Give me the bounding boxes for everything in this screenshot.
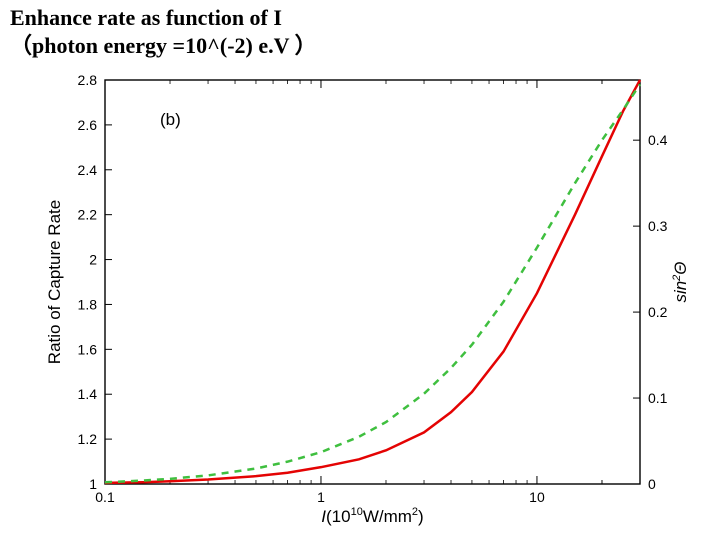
y-left-tick-label: 1 xyxy=(89,476,97,492)
y-left-tick-label: 1.8 xyxy=(78,296,98,312)
y-left-tick-label: 2.2 xyxy=(78,207,98,223)
y-right-axis-label: sin2Θ xyxy=(671,261,690,302)
y-left-tick-label: 2.4 xyxy=(78,162,98,178)
panel-label: (b) xyxy=(160,110,181,129)
y-left-tick-label: 2 xyxy=(89,252,97,268)
chart-container: 0.111011.21.41.61.822.22.42.62.800.10.20… xyxy=(40,70,700,530)
chart-svg: 0.111011.21.41.61.822.22.42.62.800.10.20… xyxy=(40,70,700,530)
y-left-tick-label: 2.8 xyxy=(78,72,98,88)
x-tick-label: 0.1 xyxy=(95,489,115,505)
plot-box xyxy=(105,80,640,484)
y-left-tick-label: 2.6 xyxy=(78,117,98,133)
x-tick-label: 1 xyxy=(317,489,325,505)
series-sin2theta xyxy=(105,84,640,482)
y-right-tick-label: 0.1 xyxy=(648,390,668,406)
y-right-tick-label: 0 xyxy=(648,476,656,492)
title-block: Enhance rate as function of I （photon en… xyxy=(10,4,317,59)
page: Enhance rate as function of I （photon en… xyxy=(0,0,720,540)
title-line2: （photon energy =10^(-2) e.V ） xyxy=(10,32,317,60)
title-line1: Enhance rate as function of I xyxy=(10,4,317,32)
y-right-tick-label: 0.2 xyxy=(648,304,668,320)
y-left-tick-label: 1.2 xyxy=(78,431,98,447)
y-left-tick-label: 1.4 xyxy=(78,386,98,402)
y-left-axis-label: Ratio of Capture Rate xyxy=(45,200,64,364)
series-ratio_capture_rate xyxy=(105,80,640,483)
x-tick-label: 10 xyxy=(529,489,545,505)
y-right-tick-label: 0.3 xyxy=(648,218,668,234)
y-left-tick-label: 1.6 xyxy=(78,341,98,357)
x-axis-label: I(1010W/mm2) xyxy=(321,506,423,526)
y-right-tick-label: 0.4 xyxy=(648,132,668,148)
